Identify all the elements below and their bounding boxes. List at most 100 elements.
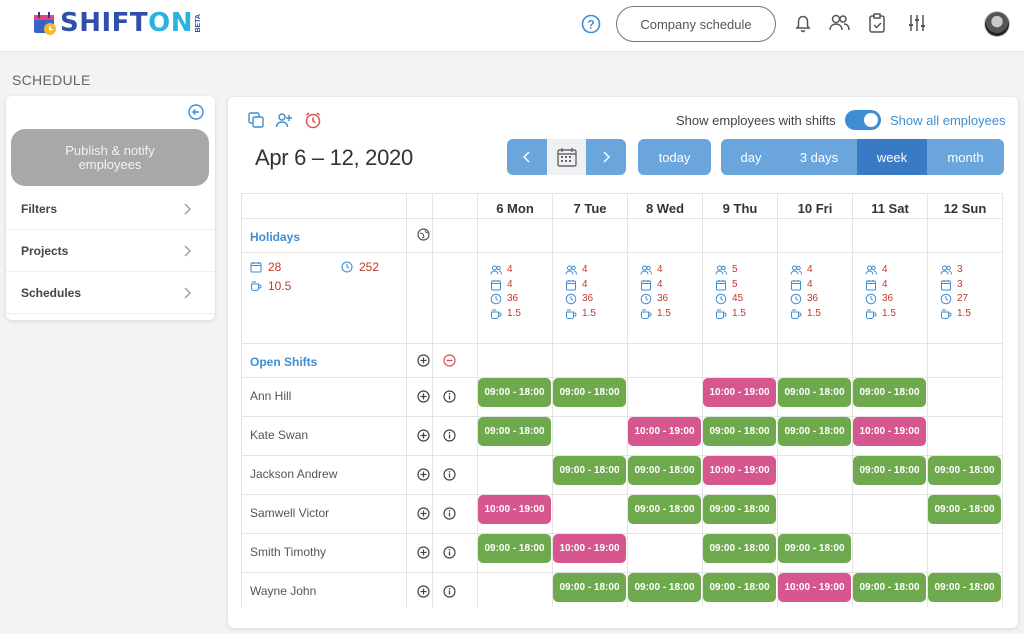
shift-block[interactable]: 09:00 - 18:00 bbox=[853, 456, 926, 485]
info-icon[interactable] bbox=[443, 390, 456, 403]
add-shift-icon[interactable] bbox=[417, 585, 430, 598]
company-schedule-button[interactable]: Company schedule bbox=[616, 6, 776, 42]
info-icon[interactable] bbox=[443, 507, 456, 520]
prev-week-button[interactable] bbox=[507, 139, 547, 175]
day-header: 9 Thu bbox=[722, 201, 758, 216]
coffee-icon bbox=[641, 308, 652, 319]
view-day-button[interactable]: day bbox=[721, 139, 781, 175]
clipboard-check-icon[interactable] bbox=[866, 12, 888, 34]
shift-block[interactable]: 09:00 - 18:00 bbox=[628, 456, 701, 485]
shift-block[interactable]: 09:00 - 18:00 bbox=[778, 534, 851, 563]
sidebar-item-filters[interactable]: Filters bbox=[6, 188, 215, 230]
sidebar-item-schedules[interactable]: Schedules bbox=[6, 272, 215, 314]
add-open-shift-icon[interactable] bbox=[417, 354, 430, 367]
beta-badge: BETA bbox=[195, 13, 203, 33]
collapse-arrow-icon[interactable] bbox=[188, 104, 204, 120]
shift-block[interactable]: 09:00 - 18:00 bbox=[928, 573, 1001, 602]
help-icon[interactable]: ? bbox=[581, 14, 601, 34]
holidays-label[interactable]: Holidays bbox=[250, 230, 301, 244]
shift-block[interactable]: 09:00 - 18:00 bbox=[703, 417, 776, 446]
shift-block[interactable]: 09:00 - 18:00 bbox=[703, 573, 776, 602]
users-icon bbox=[940, 265, 952, 275]
shift-block[interactable]: 09:00 - 18:00 bbox=[628, 573, 701, 602]
info-icon[interactable] bbox=[443, 429, 456, 442]
employee-name[interactable]: Kate Swan bbox=[250, 428, 309, 442]
shift-block[interactable]: 10:00 - 19:00 bbox=[703, 456, 776, 485]
sliders-icon[interactable] bbox=[906, 12, 928, 34]
shift-block[interactable]: 09:00 - 18:00 bbox=[778, 417, 851, 446]
day-stat-value: 1.5 bbox=[957, 307, 971, 319]
total-hours-value: 252 bbox=[359, 260, 380, 274]
view-week-button[interactable]: week bbox=[857, 139, 927, 175]
users-icon[interactable] bbox=[828, 12, 850, 34]
shift-block[interactable]: 10:00 - 19:00 bbox=[478, 495, 551, 524]
shift-block[interactable]: 09:00 - 18:00 bbox=[853, 573, 926, 602]
publish-notify-button[interactable]: Publish & notify employees bbox=[11, 129, 209, 186]
sidebar-item-projects[interactable]: Projects bbox=[6, 230, 215, 272]
view-3days-button[interactable]: 3 days bbox=[781, 139, 857, 175]
app-logo[interactable]: SHIFTON BETA bbox=[32, 10, 202, 36]
day-stat-breaks: 1.5 bbox=[715, 307, 746, 322]
add-user-icon[interactable] bbox=[275, 111, 293, 129]
alarm-clock-icon[interactable] bbox=[304, 111, 322, 129]
employee-name[interactable]: Ann Hill bbox=[250, 389, 292, 403]
show-with-shifts-toggle[interactable] bbox=[845, 110, 881, 130]
day-stat-employees: 4 bbox=[565, 263, 596, 278]
shift-block[interactable]: 09:00 - 18:00 bbox=[553, 573, 626, 602]
shift-block[interactable]: 09:00 - 18:00 bbox=[553, 456, 626, 485]
globe-icon[interactable] bbox=[417, 228, 430, 241]
sidebar-item-label: Schedules bbox=[21, 285, 82, 300]
shift-block[interactable]: 09:00 - 18:00 bbox=[553, 378, 626, 407]
day-stat-employees: 3 bbox=[940, 263, 971, 278]
copy-icon[interactable] bbox=[247, 111, 265, 129]
employee-name[interactable]: Smith Timothy bbox=[250, 545, 327, 559]
shift-block[interactable]: 09:00 - 18:00 bbox=[778, 378, 851, 407]
shift-block[interactable]: 09:00 - 18:00 bbox=[928, 456, 1001, 485]
shift-block[interactable]: 09:00 - 18:00 bbox=[703, 534, 776, 563]
bell-icon[interactable] bbox=[792, 12, 814, 34]
add-shift-icon[interactable] bbox=[417, 546, 430, 559]
sidebar: Publish & notify employees Filters Proje… bbox=[6, 96, 215, 320]
shift-block[interactable]: 09:00 - 18:00 bbox=[478, 378, 551, 407]
day-stat-value: 4 bbox=[657, 264, 663, 275]
add-shift-icon[interactable] bbox=[417, 429, 430, 442]
info-icon[interactable] bbox=[443, 468, 456, 481]
shift-block[interactable]: 09:00 - 18:00 bbox=[853, 378, 926, 407]
shift-block[interactable]: 09:00 - 18:00 bbox=[703, 495, 776, 524]
employee-name[interactable]: Wayne John bbox=[250, 584, 317, 598]
day-stat-value: 4 bbox=[507, 264, 513, 275]
shift-block[interactable]: 09:00 - 18:00 bbox=[628, 495, 701, 524]
show-all-employees-link[interactable]: Show all employees bbox=[890, 113, 1006, 128]
date-picker-button[interactable] bbox=[547, 139, 586, 175]
remove-open-shift-icon[interactable] bbox=[443, 354, 456, 367]
day-stat-breaks: 1.5 bbox=[640, 307, 671, 322]
day-stat-hours: 36 bbox=[640, 292, 671, 307]
next-week-button[interactable] bbox=[586, 139, 626, 175]
day-header: 8 Wed bbox=[645, 201, 685, 216]
shift-block[interactable]: 10:00 - 19:00 bbox=[853, 417, 926, 446]
employee-name[interactable]: Samwell Victor bbox=[250, 506, 330, 520]
add-shift-icon[interactable] bbox=[417, 468, 430, 481]
shift-block[interactable]: 09:00 - 18:00 bbox=[928, 495, 1001, 524]
chevron-right-icon bbox=[184, 245, 191, 257]
day-stats: 5 5 45 1.5 bbox=[715, 263, 746, 321]
day-stats: 3 3 27 1.5 bbox=[940, 263, 971, 321]
shift-block[interactable]: 10:00 - 19:00 bbox=[778, 573, 851, 602]
avatar[interactable] bbox=[984, 11, 1010, 37]
view-month-button[interactable]: month bbox=[927, 139, 1004, 175]
info-icon[interactable] bbox=[443, 585, 456, 598]
today-button[interactable]: today bbox=[638, 139, 711, 175]
add-shift-icon[interactable] bbox=[417, 507, 430, 520]
add-shift-icon[interactable] bbox=[417, 390, 430, 403]
day-stats: 4 4 36 1.5 bbox=[865, 263, 896, 321]
day-stat-value: 1.5 bbox=[657, 307, 671, 319]
shift-block[interactable]: 09:00 - 18:00 bbox=[478, 534, 551, 563]
shift-block[interactable]: 10:00 - 19:00 bbox=[703, 378, 776, 407]
info-icon[interactable] bbox=[443, 546, 456, 559]
shift-block[interactable]: 09:00 - 18:00 bbox=[478, 417, 551, 446]
day-stat-shifts: 4 bbox=[565, 278, 596, 293]
shift-block[interactable]: 10:00 - 19:00 bbox=[628, 417, 701, 446]
employee-name[interactable]: Jackson Andrew bbox=[250, 467, 338, 481]
shift-block[interactable]: 10:00 - 19:00 bbox=[553, 534, 626, 563]
calendar-logo-icon bbox=[32, 10, 58, 36]
